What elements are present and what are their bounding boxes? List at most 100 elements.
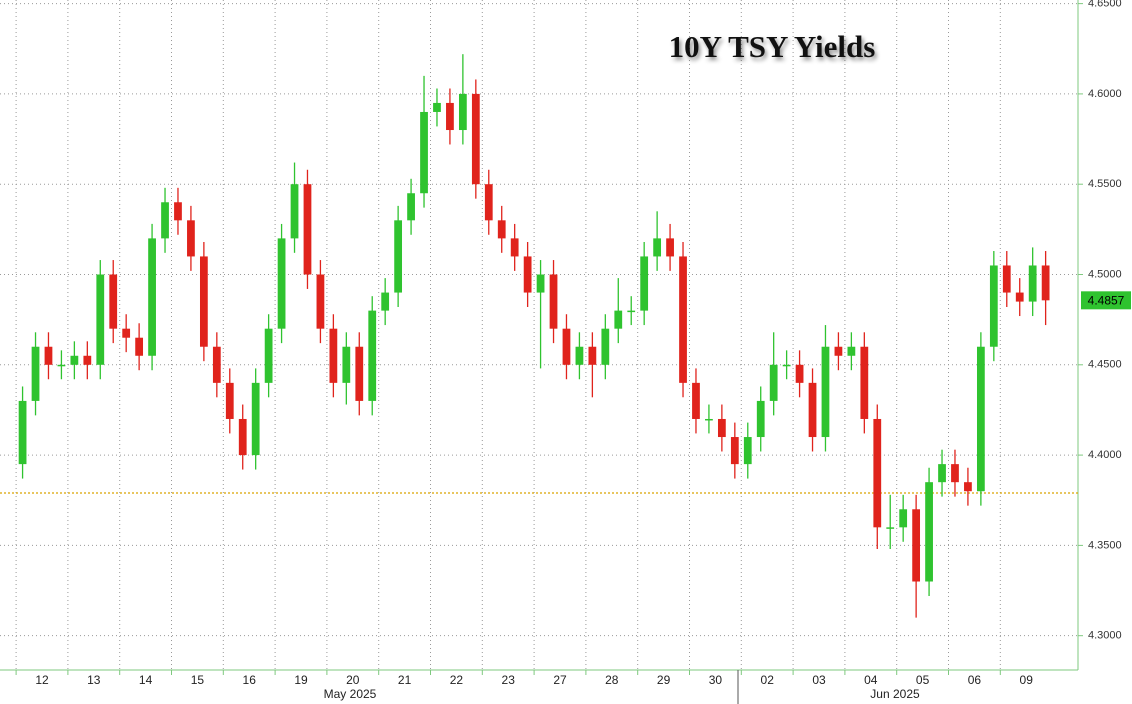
candle-body [251,382,260,456]
y-tick-label: 4.4000 [1088,449,1122,461]
last-price-label: 4.4857 [1088,293,1125,307]
candle-body [627,310,636,313]
candle-body [316,274,325,329]
candle-body [562,328,571,365]
candle-body [225,382,234,419]
x-tick-label: 06 [968,673,982,687]
candle-body [122,328,131,338]
candle-body [769,364,778,401]
candle-body [433,102,441,112]
candle-body [989,265,998,347]
candle-body [355,346,364,401]
candle-body [899,509,908,528]
candle-body [471,93,480,185]
candle-body [964,482,972,492]
x-tick-label: 19 [294,673,308,687]
candle-body [148,238,156,356]
candle-body [238,418,247,456]
candle-body [1015,292,1024,302]
x-tick-label: 14 [139,673,153,687]
candle-body [951,464,959,483]
candle-body [329,328,338,383]
y-tick-label: 4.5000 [1088,268,1122,280]
candle-body [549,274,558,329]
candle-body [1002,265,1011,293]
x-tick-label: 21 [398,673,412,687]
x-tick-label: 20 [346,673,360,687]
y-tick-label: 4.3500 [1088,539,1122,551]
candle-body [458,93,467,131]
candle-body [601,328,610,365]
candle-body [484,184,493,221]
x-tick-label: 04 [864,673,878,687]
candle-body [705,418,713,421]
candle-body [497,220,506,239]
candle-body [187,220,195,257]
candle-body [523,256,532,293]
candle-body [1028,265,1037,302]
candle-body [743,437,752,465]
x-tick-label: 23 [502,673,516,687]
candle-body [588,346,597,365]
candle-body [925,482,933,582]
candle-body [976,346,985,492]
candle-body [847,346,856,356]
y-tick-label: 4.4500 [1088,359,1122,371]
candle-body [834,346,843,356]
candle-body [303,184,312,275]
candle-body [44,346,53,365]
candle-body [446,102,454,131]
x-tick-label: 13 [87,673,101,687]
candle-body [679,256,687,383]
candle-body [31,346,40,401]
candle-body [653,238,662,257]
candle-body [938,464,946,483]
candle-body [730,437,739,465]
last-price-box [1081,291,1131,310]
candle-body [96,274,105,365]
candle-body [290,184,299,239]
candle-body [782,364,791,367]
x-tick-label: 12 [35,673,49,687]
candle-body [394,220,403,293]
candle-body [510,238,519,257]
candle-body [795,364,804,383]
candle-body [536,274,545,293]
candle-body [808,382,817,438]
candle-body [614,310,623,329]
candle-body [57,364,66,367]
candle-body [860,346,869,419]
candle-body [135,337,144,356]
candle-body [420,111,428,194]
month-label: May 2025 [324,687,377,701]
candle-body [264,328,273,383]
candle-body [886,527,895,529]
candle-body [692,382,700,419]
x-tick-label: 09 [1020,673,1034,687]
candle-body [109,274,118,329]
candle-body [70,355,79,365]
candle-body [873,418,882,528]
candle-body [277,238,286,329]
x-tick-label: 29 [657,673,671,687]
x-tick-label: 28 [605,673,619,687]
y-tick-label: 4.3000 [1088,630,1122,642]
candle-body [666,238,674,257]
candle-body [83,355,92,365]
candle-body [381,292,390,311]
candle-body [821,346,830,438]
x-tick-label: 03 [812,673,826,687]
candle-body [368,310,377,401]
chart-title: 10Y TSY Yields [669,29,876,64]
month-label: Jun 2025 [870,687,920,701]
candle-body [18,400,27,465]
candle-body [161,202,169,239]
candle-body [912,509,921,582]
x-tick-label: 02 [761,673,775,687]
y-tick-label: 4.6500 [1088,0,1122,10]
x-tick-label: 05 [916,673,930,687]
x-tick-label: 30 [709,673,723,687]
x-tick-label: 22 [450,673,464,687]
